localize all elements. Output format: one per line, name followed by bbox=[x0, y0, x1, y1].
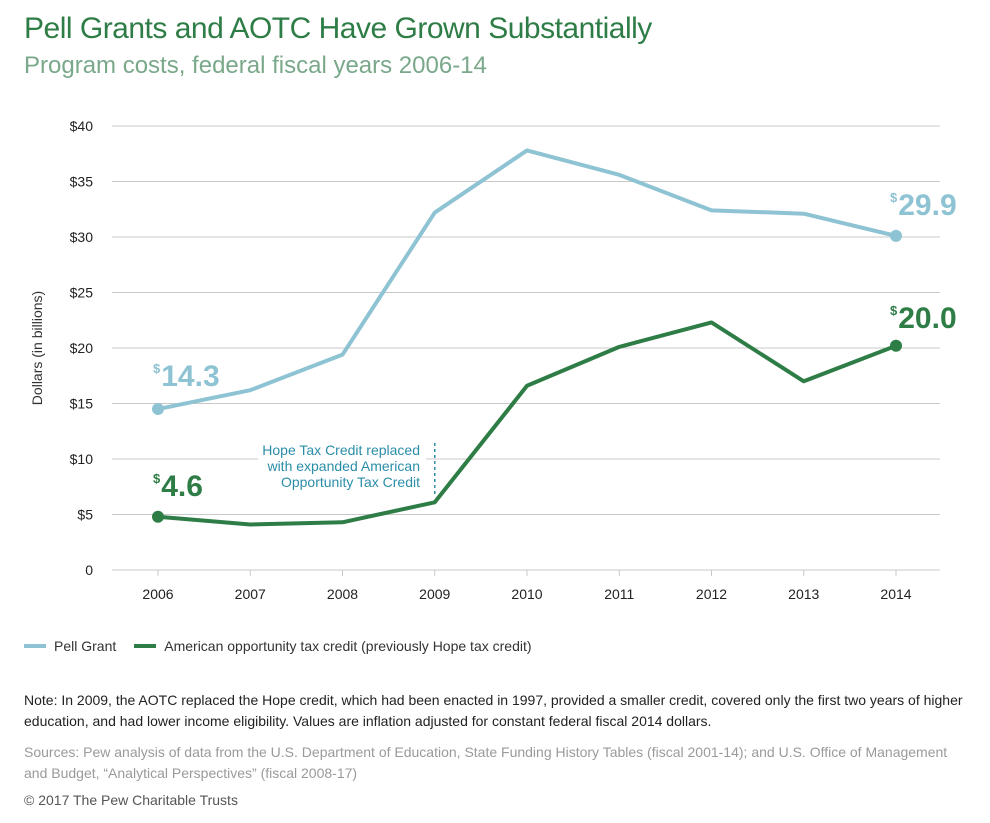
legend: Pell Grant American opportunity tax cred… bbox=[24, 638, 532, 654]
y-tick-label: $5 bbox=[77, 507, 93, 523]
data-point-aotc bbox=[152, 510, 164, 523]
label-aotc-end: $20.0 bbox=[890, 302, 957, 335]
sources-text: Sources: Pew analysis of data from the U… bbox=[24, 744, 948, 781]
x-tick-label: 2012 bbox=[696, 586, 727, 602]
legend-swatch-aotc bbox=[134, 644, 157, 648]
legend-item-aotc: American opportunity tax credit (previou… bbox=[134, 638, 532, 654]
y-tick-label: $40 bbox=[70, 118, 94, 134]
y-tick-label: $25 bbox=[70, 285, 94, 301]
legend-label-pell: Pell Grant bbox=[54, 638, 117, 654]
data-point-pell bbox=[152, 403, 164, 416]
x-tick-label: 2013 bbox=[788, 586, 819, 602]
series-line-aotc bbox=[157, 320, 897, 527]
note-text: Note: In 2009, the AOTC replaced the Hop… bbox=[24, 692, 963, 729]
data-point-pell bbox=[890, 229, 902, 242]
x-tick-label: 2007 bbox=[235, 586, 266, 602]
data-point-aotc bbox=[890, 339, 902, 352]
x-axis-ticks: 2006 2007 2008 2009 2010 2011 2012 2013 2014 bbox=[142, 586, 911, 602]
y-tick-label: $10 bbox=[70, 451, 94, 467]
x-tick-label: 2006 bbox=[142, 586, 173, 602]
x-tick-label: 2008 bbox=[327, 586, 358, 602]
x-tick-label: 2009 bbox=[419, 586, 450, 602]
y-tick-label: $30 bbox=[70, 229, 94, 245]
annotation-background bbox=[258, 441, 426, 493]
x-tick-label: 2011 bbox=[604, 586, 634, 602]
copyright-text: © 2017 The Pew Charitable Trusts bbox=[24, 792, 238, 808]
x-tick-label: 2014 bbox=[880, 586, 911, 602]
y-tick-label: $15 bbox=[70, 396, 94, 412]
annotation-line: with expanded American bbox=[266, 458, 420, 474]
end-labels: $14.3 $29.9 $4.6 $20.0 bbox=[153, 189, 957, 503]
series-layer bbox=[152, 148, 902, 527]
label-aotc-start: $4.6 bbox=[153, 470, 203, 503]
grid-lines bbox=[112, 125, 940, 576]
y-tick-label: $20 bbox=[70, 340, 94, 356]
label-pell-end: $29.9 bbox=[890, 189, 957, 222]
annotation-line: Hope Tax Credit replaced bbox=[262, 442, 420, 458]
legend-swatch-pell bbox=[24, 644, 46, 648]
x-tick-label: 2010 bbox=[511, 586, 542, 602]
chart-subtitle: Program costs, federal fiscal years 2006… bbox=[24, 52, 487, 79]
y-axis-ticks: 0 $5 $10 $15 $20 $25 $30 $35 $40 bbox=[70, 118, 94, 578]
legend-item-pell: Pell Grant bbox=[24, 638, 116, 654]
line-chart: 0$5$10$15$20$25$30$35$40 2006 2007 2008 200… bbox=[29, 118, 957, 602]
y-tick-label: 0 bbox=[85, 562, 93, 578]
chart-title: Pell Grants and AOTC Have Grown Substant… bbox=[24, 12, 652, 45]
legend-label-aotc: American opportunity tax credit (previou… bbox=[164, 638, 532, 654]
y-tick-label: $35 bbox=[70, 174, 94, 190]
label-pell-start: $14.3 bbox=[153, 360, 220, 393]
annotation-line: Opportunity Tax Credit bbox=[281, 474, 420, 490]
y-axis-label: Dollars (in billions) bbox=[29, 291, 45, 405]
